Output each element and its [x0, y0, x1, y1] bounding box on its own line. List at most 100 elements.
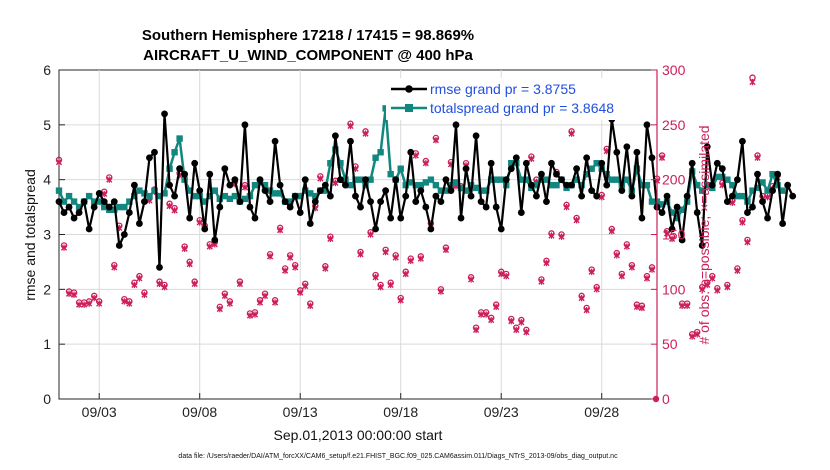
rmse-point	[417, 187, 425, 195]
obs-assimilated-point	[583, 306, 590, 314]
totalspread-point	[70, 198, 78, 205]
totalspread-point	[714, 173, 721, 181]
rmse-point	[120, 231, 128, 238]
rmse-point	[698, 242, 706, 249]
totalspread-point	[166, 165, 173, 172]
obs-assimilated-point	[171, 207, 178, 214]
legend: rmse grand pr = 3.8755 totalspread grand…	[386, 78, 652, 120]
totalspread-point	[75, 203, 83, 211]
rmse-point	[75, 209, 83, 216]
rmse-point	[613, 148, 621, 156]
totalspread-point	[377, 149, 384, 156]
rmse-point	[65, 203, 73, 211]
obs-assimilated-point	[327, 235, 334, 243]
totalspread-point	[452, 179, 460, 186]
totalspread-point	[126, 198, 133, 205]
obs-assimilated-point	[558, 233, 565, 240]
rmse-point	[95, 189, 103, 197]
rmse-point	[181, 170, 189, 178]
right-tick-label: 200	[662, 172, 686, 188]
obs-assimilated-point	[684, 302, 691, 309]
rmse-point	[678, 236, 686, 244]
obs-assimilated-point	[648, 266, 656, 273]
rmse-point	[633, 148, 641, 156]
totalspread-point	[231, 192, 239, 200]
obs-assimilated-point	[357, 251, 364, 258]
rmse-point	[457, 214, 465, 222]
totalspread-series	[55, 105, 786, 222]
obs-assimilated-point	[266, 253, 274, 260]
rmse-point	[206, 170, 214, 178]
obs-assimilated-point	[568, 130, 575, 137]
totalspread-point	[548, 181, 555, 189]
obs-assimilated-point	[498, 270, 505, 278]
totalspread-point	[302, 187, 309, 194]
rmse-point	[80, 198, 88, 206]
rmse-point	[573, 165, 580, 173]
rmse-point	[618, 187, 626, 195]
rmse-point	[377, 198, 385, 206]
rmse-point	[703, 143, 711, 151]
obs-assimilated-point	[412, 152, 419, 159]
rmse-point	[241, 121, 249, 129]
obs-assimilated-point	[60, 244, 68, 251]
obs-assimilated-point	[126, 300, 133, 307]
obs-assimilated-point	[478, 311, 485, 318]
rmse-point	[663, 192, 671, 200]
obs-assimilated-point	[608, 228, 615, 235]
x-tick-label: 09/23	[484, 404, 519, 420]
rmse-point	[115, 242, 123, 249]
rmse-point	[462, 165, 470, 173]
obs-assimilated-point	[623, 243, 630, 250]
rmse-point	[683, 192, 691, 200]
right-tick-label: 300	[662, 62, 686, 78]
obs-assimilated-point	[417, 255, 424, 262]
totalspread-point	[412, 181, 419, 189]
totalspread-point	[407, 179, 414, 186]
obs-assimilated-point	[493, 303, 500, 311]
obs-assimilated-point	[261, 292, 269, 300]
totalspread-point	[206, 192, 213, 200]
rmse-point	[146, 154, 153, 162]
rmse-point	[718, 165, 726, 173]
right-tick-label: 0	[662, 391, 670, 407]
totalspread-point	[482, 187, 490, 194]
left-axis-ticks: 0 1 2 3 4 5 6	[43, 62, 65, 407]
rmse-point	[723, 198, 731, 206]
left-tick-label: 3	[43, 227, 51, 243]
rmse-point	[538, 170, 545, 178]
rmse-point	[286, 203, 294, 211]
obs-assimilated-point	[106, 176, 113, 183]
totalspread-point	[724, 176, 731, 183]
rmse-point	[382, 187, 390, 195]
obs-assimilated-point	[251, 311, 259, 318]
obs-assimilated-point	[699, 286, 706, 293]
obs-assimilated-point	[764, 194, 771, 201]
totalspread-point	[462, 187, 470, 194]
totalspread-point	[769, 170, 776, 178]
obs-assimilated-point	[528, 155, 535, 163]
left-tick-label: 1	[43, 336, 51, 352]
obs-assimilated-point	[91, 294, 98, 302]
totalspread-point	[678, 206, 686, 214]
totalspread-point	[754, 184, 761, 192]
rmse-point	[769, 187, 776, 195]
rmse-point	[231, 176, 239, 184]
obs-assimilated-point	[573, 217, 580, 224]
obs-assimilated-point	[578, 294, 585, 302]
rmse-point	[447, 187, 455, 195]
obs-assimilated-point	[694, 331, 701, 338]
rmse-point	[452, 121, 460, 129]
rmse-point	[246, 203, 254, 211]
obs-assimilated-point	[663, 230, 671, 237]
obs-assimilated-point	[236, 280, 244, 288]
totalspread-point	[422, 179, 430, 186]
rmse-point	[643, 121, 651, 129]
x-tick-label: 09/03	[82, 404, 117, 420]
rmse-point	[764, 214, 771, 222]
obs-assimilated-point	[472, 326, 480, 334]
totalspread-point	[146, 192, 153, 200]
rmse-point	[60, 209, 68, 216]
totalspread-point	[367, 176, 374, 183]
